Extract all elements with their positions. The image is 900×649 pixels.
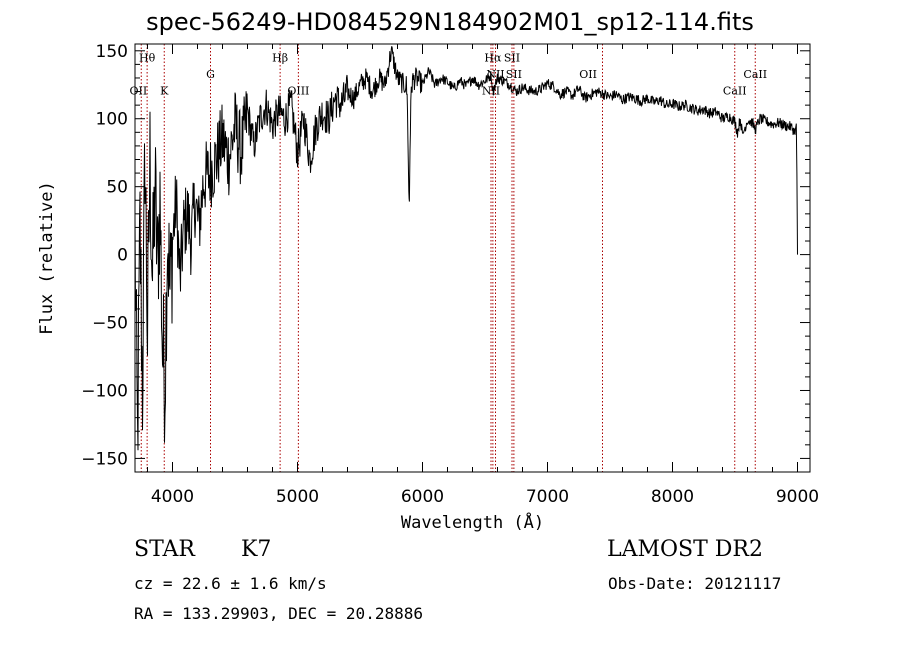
y-tick-label: 50 xyxy=(106,178,128,198)
x-tick-label: 4000 xyxy=(151,487,194,507)
emission-line-label: Hα xyxy=(484,52,502,65)
ra-dec-coordinates: RA = 133.29903, DEC = 20.28886 xyxy=(134,604,423,623)
y-axis-ticks: −150 −100 −50 0 50 100 150 xyxy=(81,42,810,469)
emission-line-label: Hβ xyxy=(272,52,288,65)
emission-line-label: CaII xyxy=(723,84,747,97)
y-tick-label: −50 xyxy=(92,314,128,334)
chart-title: spec-56249-HD084529N184902M01_sp12-114.f… xyxy=(146,8,754,36)
emission-line-label: SII xyxy=(506,68,522,81)
emission-line-label: SII xyxy=(504,52,520,65)
emission-line-label: K xyxy=(160,84,169,97)
redshift-cz: cz = 22.6 ± 1.6 km/s xyxy=(134,574,327,593)
x-tick-label: 5000 xyxy=(276,487,319,507)
x-tick-label: 6000 xyxy=(401,487,444,507)
emission-line-label: OII xyxy=(130,84,148,97)
object-type: STAR xyxy=(134,537,195,562)
y-tick-label: 100 xyxy=(96,110,128,130)
x-tick-label: 8000 xyxy=(651,487,694,507)
emission-line-markers xyxy=(140,44,756,472)
survey-name: LAMOST DR2 xyxy=(607,537,763,562)
x-axis-ticks: 4000 5000 6000 7000 8000 9000 xyxy=(147,44,819,507)
emission-line-label: NII xyxy=(482,84,500,97)
x-tick-label: 7000 xyxy=(526,487,569,507)
y-tick-label: 150 xyxy=(96,42,128,62)
emission-line-label: CaII xyxy=(743,68,767,81)
observation-date: Obs-Date: 20121117 xyxy=(608,574,782,593)
y-tick-label: −150 xyxy=(81,449,128,469)
emission-line-label: OIII xyxy=(287,84,309,97)
emission-line-label: OII xyxy=(579,68,597,81)
x-tick-label: 9000 xyxy=(776,487,819,507)
spectrum-line xyxy=(134,46,798,451)
y-tick-label: 0 xyxy=(117,246,128,266)
x-axis-label: Wavelength (Å) xyxy=(401,511,544,533)
object-subclass: K7 xyxy=(241,537,272,562)
emission-line-label: G xyxy=(206,68,215,81)
y-axis-label: Flux (relative) xyxy=(37,181,57,335)
y-tick-label: −100 xyxy=(81,381,128,401)
emission-line-label: Hθ xyxy=(139,52,156,65)
